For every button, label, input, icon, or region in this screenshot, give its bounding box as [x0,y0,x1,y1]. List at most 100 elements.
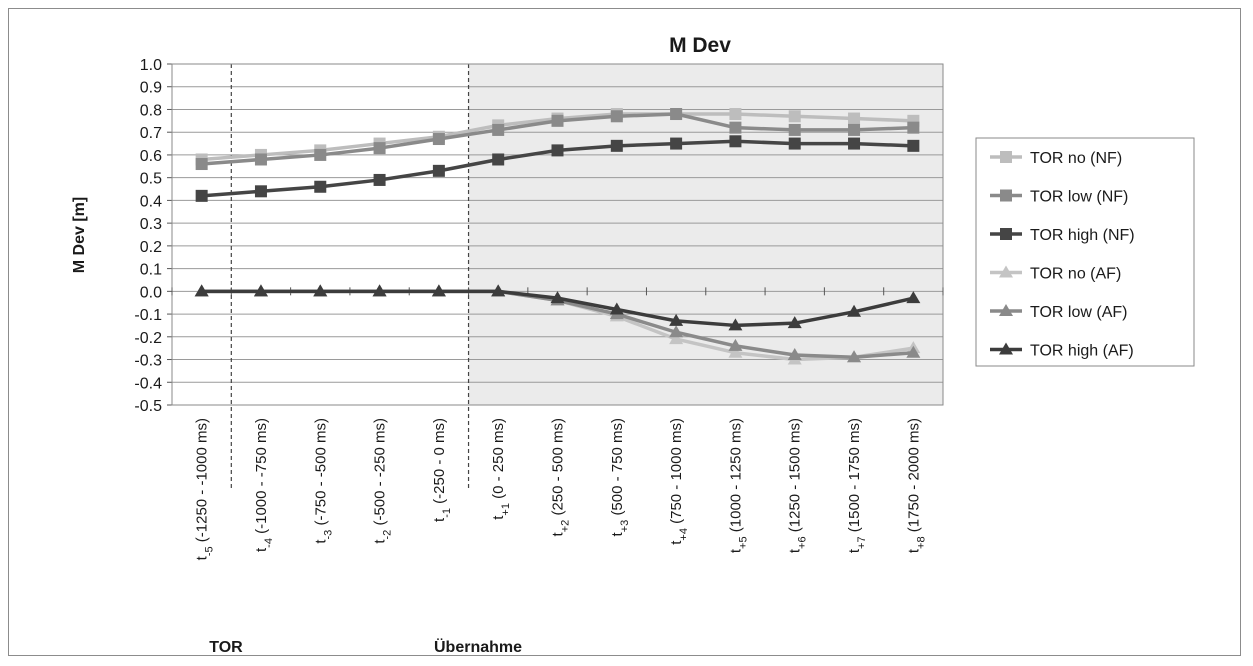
legend-swatch-marker [999,342,1013,355]
data-point [314,180,327,193]
data-point [728,318,743,331]
series-lines [194,108,921,365]
x-tick-label: t-2 (-500 - -250 ms) [372,418,394,544]
data-point [432,164,445,177]
data-point [551,144,564,157]
data-point [610,110,623,123]
legend-label: TOR high (NF) [1030,227,1135,244]
data-point [729,135,742,148]
y-tick-label: 0.5 [140,171,162,188]
series-tor-high-nf- [195,135,920,202]
data-point [372,284,387,297]
legend-label: TOR high (AF) [1030,343,1134,360]
phase-annotations: TOR Übernahme [209,637,522,656]
legend-label: TOR no (NF) [1030,150,1122,167]
x-tick-label: t+4 (750 - 1000 ms) [668,418,690,545]
x-tick-label: t+5 (1000 - 1250 ms) [727,418,749,553]
data-point [670,137,683,150]
data-point [788,137,801,150]
data-point [491,284,506,297]
data-point [670,108,683,121]
data-point [669,325,684,338]
x-tick-label: t+6 (1250 - 1500 ms) [787,418,809,553]
legend-swatch-marker [1000,189,1012,202]
legend-label: TOR low (NF) [1030,189,1128,206]
data-point [669,332,684,345]
series-tor-high-af- [194,284,921,331]
legend-label: TOR no (AF) [1030,266,1121,283]
chart-title: M Dev [669,34,731,57]
x-tick-label: t+3 (500 - 750 ms) [609,418,631,536]
data-point [848,112,861,125]
data-point [195,158,208,171]
y-tick-label: 0.0 [140,284,162,301]
data-point [848,137,861,150]
y-tick-label: 1.0 [140,57,162,74]
data-point [728,345,743,358]
data-point [729,108,742,121]
data-point [847,350,862,363]
y-tick-label: -0.3 [134,353,162,370]
legend-swatch-marker [1000,151,1012,163]
data-point [787,316,802,329]
series-tor-low-nf- [195,108,920,171]
data-point [194,284,209,297]
y-tick-label: 0.1 [140,262,162,279]
y-tick-label: 0.4 [140,193,162,210]
x-tick-label: t-5 (-1250 - -1000 ms) [194,418,216,560]
data-point [847,304,862,317]
data-point [551,114,564,127]
data-point [610,139,623,152]
plot-border [171,63,944,406]
legend-item: TOR no (NF) [990,150,1122,167]
data-point [728,338,743,351]
y-tick-label: 0.7 [140,125,162,142]
y-tick-labels: 1.0 0.9 0.8 0.7 0.6 0.5 0.4 0.3 0.2 0.1 0.0 -0.1 -0.… [134,57,162,415]
data-point [373,173,386,186]
data-point [788,110,801,123]
legend-item: TOR low (AF) [990,304,1127,321]
data-point [195,189,208,202]
y-axis-label: M Dev [m] [71,197,88,273]
data-point [906,345,921,358]
data-point [253,284,268,297]
data-point [254,153,267,166]
legend-swatch-marker [999,265,1013,278]
data-point [848,123,861,136]
y-tick-label: -0.5 [134,398,162,415]
data-point [254,185,267,198]
x-tick-label: t+8 (1750 - 2000 ms) [905,418,927,553]
x-tick-label: t-3 (-750 - -500 ms) [312,418,334,544]
data-point [907,121,920,134]
phase-annotation: Übernahme [434,637,522,656]
y-tick-label: -0.2 [134,330,162,347]
data-point [907,139,920,152]
y-tick-label: -0.4 [134,375,162,392]
legend-item: TOR high (NF) [990,227,1135,244]
legend: TOR no (NF) TOR low (NF) TOR high (NF) TOR … [975,137,1195,367]
data-point [314,148,327,161]
x-tick-label: t-1 (-250 - 0 ms) [431,418,453,522]
legend-label: TOR low (AF) [1030,304,1127,321]
y-tick-label: 0.2 [140,239,162,256]
x-tick-label: t+7 (1500 - 1750 ms) [846,418,868,553]
data-point [373,142,386,155]
data-point [431,284,446,297]
data-point [492,123,505,136]
data-point [787,347,802,360]
legend-item: TOR low (NF) [990,189,1128,206]
data-point [729,121,742,134]
x-tick-labels: t-5 (-1250 - -1000 ms) t-4 (-1000 - -750 … [194,418,928,560]
y-tick-label: 0.8 [140,102,162,119]
x-tick-label: t+2 (250 - 500 ms) [550,418,572,536]
y-tick-label: 0.3 [140,216,162,233]
phase-annotation: TOR [209,639,243,656]
data-point [432,133,445,146]
y-tick-label: 0.6 [140,148,162,165]
x-tick-label: t+1 (0 - 250 ms) [490,418,512,520]
data-point [492,153,505,166]
data-point [550,291,565,304]
data-point [906,291,921,304]
legend-item: TOR high (AF) [990,342,1134,360]
